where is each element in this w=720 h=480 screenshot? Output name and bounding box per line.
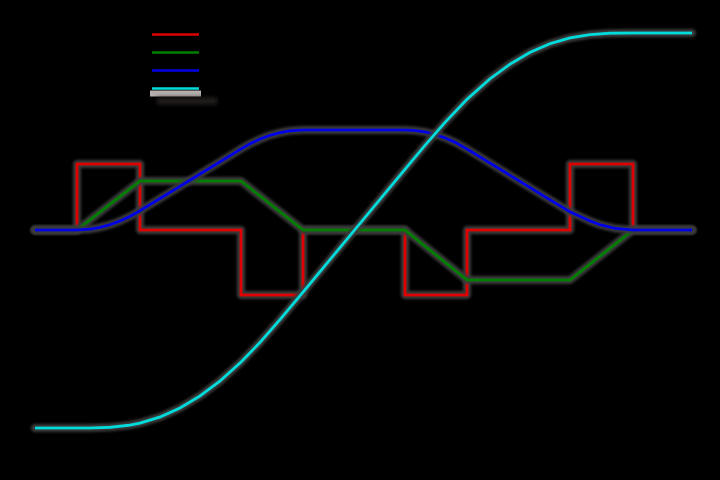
legend-underbar-remnant (150, 90, 201, 97)
plot-series-group (31, 29, 696, 432)
cyan-s-curve-line (35, 31, 692, 430)
blue-smooth-pulse-line (35, 128, 692, 232)
legend-text-smudge (157, 97, 217, 105)
legend (148, 30, 217, 105)
